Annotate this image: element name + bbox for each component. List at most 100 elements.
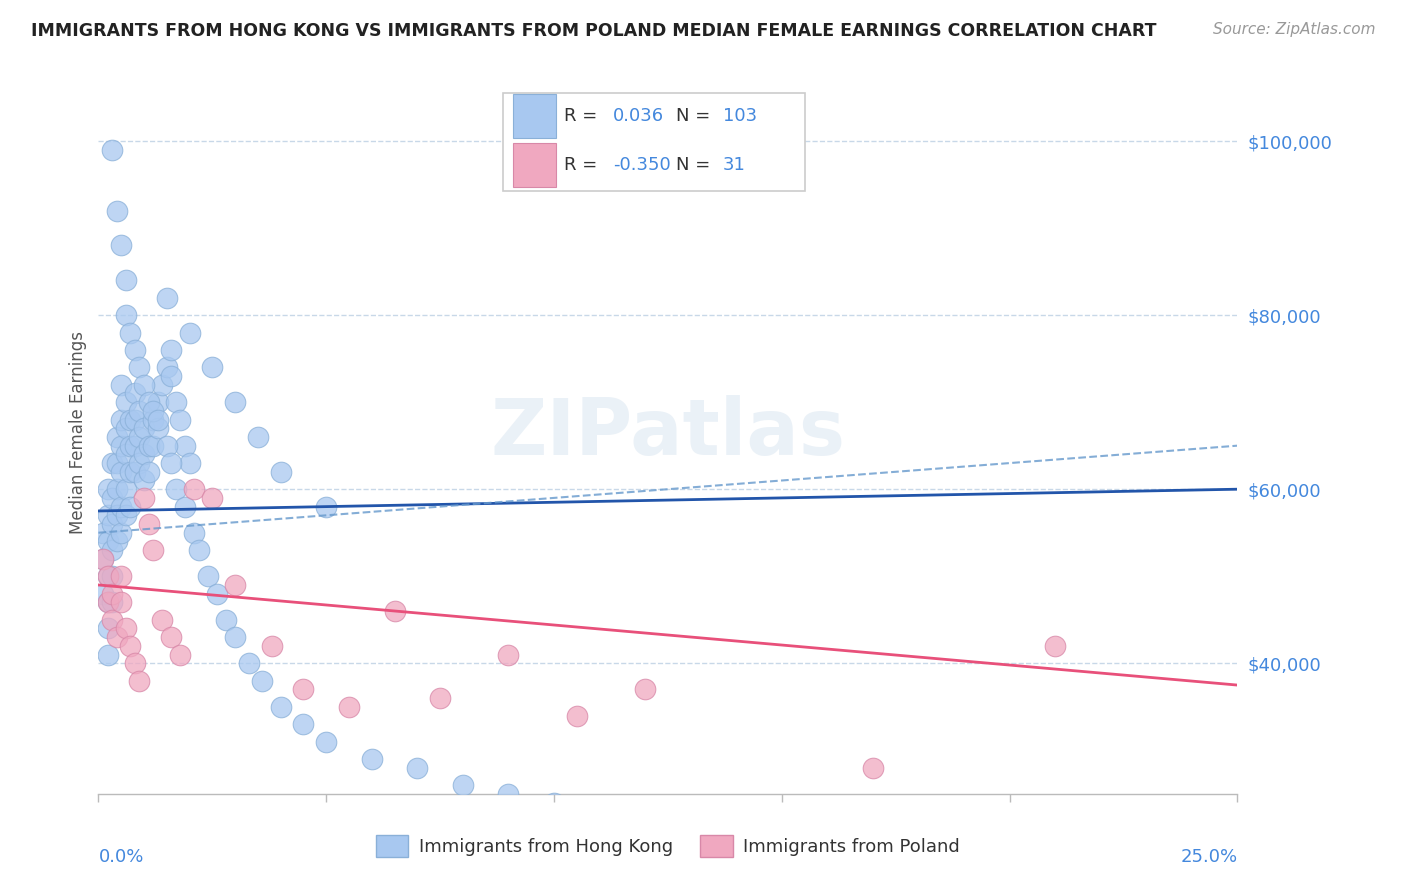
Point: [406, 761, 429, 775]
Point: [156, 360, 179, 375]
Point: [96, 482, 118, 496]
Point: [101, 543, 124, 558]
Point: [124, 439, 146, 453]
Point: [101, 595, 124, 609]
Point: [142, 543, 165, 558]
Point: [132, 421, 155, 435]
Point: [105, 203, 128, 218]
Point: [101, 516, 124, 531]
Point: [565, 708, 588, 723]
Point: [1043, 639, 1066, 653]
Point: [101, 456, 124, 470]
Point: [634, 682, 657, 697]
Y-axis label: Median Female Earnings: Median Female Earnings: [69, 331, 87, 534]
Point: [96, 569, 118, 583]
Point: [101, 491, 124, 505]
Text: 0.036: 0.036: [613, 107, 664, 125]
Point: [498, 787, 520, 801]
Point: [132, 447, 155, 461]
FancyBboxPatch shape: [513, 144, 557, 187]
Point: [101, 569, 124, 583]
Point: [132, 491, 155, 505]
Point: [96, 622, 118, 636]
Point: [120, 326, 142, 340]
Point: [110, 412, 132, 426]
Point: [197, 569, 219, 583]
Point: [183, 482, 205, 496]
Point: [120, 639, 142, 653]
Point: [114, 447, 136, 461]
Point: [110, 465, 132, 479]
Point: [146, 421, 169, 435]
Point: [124, 657, 146, 671]
Point: [132, 474, 155, 488]
Text: ZIPatlas: ZIPatlas: [491, 394, 845, 471]
Point: [114, 308, 136, 322]
Point: [246, 430, 269, 444]
Point: [120, 465, 142, 479]
Point: [138, 439, 160, 453]
Point: [315, 500, 337, 514]
Point: [862, 761, 884, 775]
Text: IMMIGRANTS FROM HONG KONG VS IMMIGRANTS FROM POLAND MEDIAN FEMALE EARNINGS CORRE: IMMIGRANTS FROM HONG KONG VS IMMIGRANTS …: [31, 22, 1156, 40]
Text: Source: ZipAtlas.com: Source: ZipAtlas.com: [1212, 22, 1375, 37]
FancyBboxPatch shape: [503, 93, 804, 191]
Point: [114, 273, 136, 287]
Point: [96, 569, 118, 583]
Point: [270, 465, 292, 479]
Point: [96, 648, 118, 662]
Point: [725, 830, 748, 845]
Point: [114, 622, 136, 636]
Point: [91, 525, 114, 540]
Point: [165, 482, 187, 496]
Point: [110, 377, 132, 392]
Point: [292, 717, 315, 731]
Point: [498, 648, 520, 662]
Point: [101, 143, 124, 157]
Point: [110, 500, 132, 514]
Point: [114, 508, 136, 523]
Point: [215, 613, 238, 627]
Point: [105, 534, 128, 549]
Point: [679, 822, 702, 836]
Point: [96, 595, 118, 609]
Point: [292, 682, 315, 697]
Point: [128, 430, 150, 444]
Point: [138, 516, 160, 531]
Point: [160, 630, 183, 644]
Point: [146, 412, 169, 426]
Point: [174, 500, 197, 514]
Point: [142, 439, 165, 453]
Point: [160, 456, 183, 470]
Point: [156, 291, 179, 305]
Point: [160, 343, 183, 357]
Point: [201, 491, 224, 505]
Legend: Immigrants from Hong Kong, Immigrants from Poland: Immigrants from Hong Kong, Immigrants fr…: [368, 828, 967, 864]
Point: [128, 456, 150, 470]
Point: [205, 587, 228, 601]
Point: [91, 552, 114, 566]
Point: [179, 326, 201, 340]
Point: [96, 508, 118, 523]
Point: [128, 673, 150, 688]
Text: N =: N =: [676, 156, 716, 174]
Point: [543, 796, 565, 810]
Point: [124, 465, 146, 479]
Point: [138, 395, 160, 409]
Point: [174, 439, 197, 453]
FancyBboxPatch shape: [513, 95, 557, 138]
Point: [224, 395, 246, 409]
Point: [110, 595, 132, 609]
Point: [96, 534, 118, 549]
Point: [91, 552, 114, 566]
Point: [150, 377, 173, 392]
Point: [169, 412, 191, 426]
Point: [224, 578, 246, 592]
Point: [150, 613, 173, 627]
Point: [634, 813, 657, 827]
Text: 0.0%: 0.0%: [98, 848, 143, 866]
Point: [124, 412, 146, 426]
Point: [238, 657, 260, 671]
Point: [124, 343, 146, 357]
Point: [138, 465, 160, 479]
